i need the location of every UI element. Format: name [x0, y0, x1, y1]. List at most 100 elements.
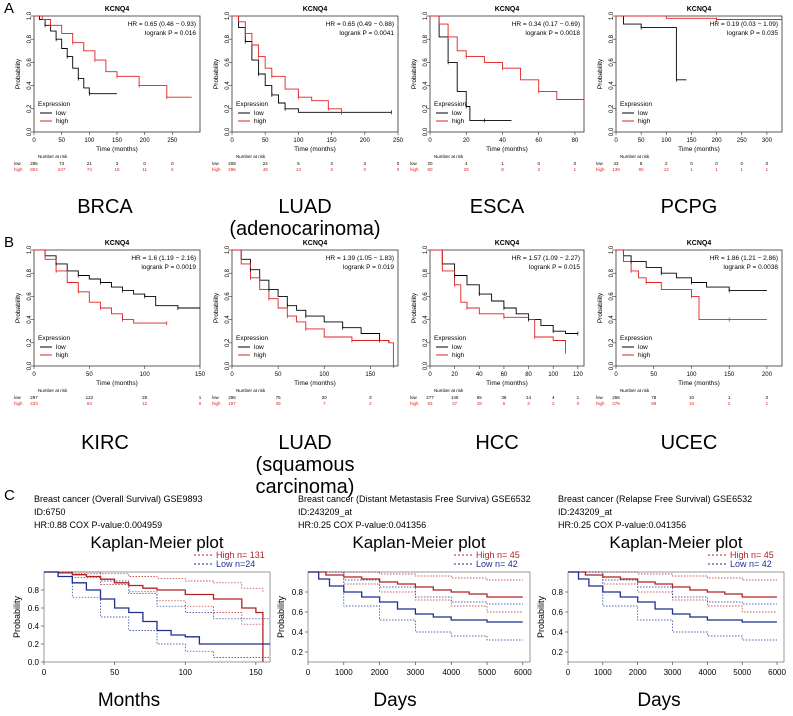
series-low-curve: [34, 15, 117, 95]
legend-title: Expression: [236, 335, 269, 342]
y-tick-label: 1.0: [609, 245, 615, 254]
risk-low-value: 75: [276, 395, 282, 400]
y-tick-label: 0.4: [27, 315, 33, 324]
y-tick-label: 0.6: [225, 292, 231, 301]
risk-row-high-label: high: [212, 401, 221, 406]
risk-high-value: 84: [87, 401, 93, 406]
gene-title: KCNQ4: [495, 240, 520, 247]
risk-table-title: Number at risk: [434, 388, 464, 393]
risk-low-value: 277: [426, 395, 434, 400]
hr-text: HR = 1.57 (1.09 − 2.27): [512, 255, 580, 262]
y-tick-label: 0.6: [225, 58, 231, 67]
y-tick-label: 0.6: [292, 608, 304, 617]
risk-low-value: 0: [397, 161, 400, 166]
risk-row-low-label: low: [212, 395, 220, 400]
legend-low-label: low: [254, 344, 264, 351]
risk-high-value: 296: [228, 167, 236, 172]
y-axis-label: Probability: [276, 595, 286, 638]
risk-low-value: 297: [30, 395, 38, 400]
y-tick-label: 0.0: [27, 127, 33, 136]
legend-low-label: low: [56, 110, 66, 117]
km-panel-luad-squamous: KCNQ4 0.0 0.2 0.4 0.6 0.8 1.0 Probability 0 50 100…: [210, 236, 406, 426]
y-tick-label: 1.0: [27, 245, 33, 254]
y-tick-label: 0.4: [552, 628, 564, 637]
probe-id: ID:243209_at: [298, 507, 353, 517]
x-tick-label: 0: [566, 668, 571, 677]
series-low-curve: [232, 249, 390, 343]
y-tick-label: 0.0: [28, 658, 40, 667]
x-axis-label: Time (months): [294, 380, 336, 387]
ci-band-low-ci-up: [44, 571, 270, 620]
risk-high-value: 2: [537, 167, 540, 172]
x-tick-label: 100: [686, 372, 697, 378]
risk-low-value: 14: [526, 395, 532, 400]
y-tick-label: 0.8: [27, 34, 33, 43]
y-tick-label: 0.6: [423, 58, 429, 67]
y-tick-label: 0.2: [423, 104, 429, 113]
x-tick-label: 150: [249, 668, 263, 677]
y-tick-label: 0.6: [609, 58, 615, 67]
legend-high-label: high: [638, 352, 651, 359]
y-axis-label: Probability: [12, 595, 22, 638]
series-low-curve: [616, 249, 767, 292]
x-tick-label: 150: [327, 138, 338, 144]
y-tick-label: 0.8: [225, 268, 231, 277]
logrank-text: logrank P = 0.0019: [141, 264, 196, 271]
plot-frame: [615, 15, 783, 133]
risk-high-value: 9: [501, 167, 504, 172]
risk-row-low-label: low: [410, 161, 418, 166]
y-tick-label: 0.6: [28, 604, 40, 613]
x-tick-label: 0: [230, 372, 234, 378]
logrank-text: logrank P = 0.015: [529, 264, 580, 271]
x-tick-label: 1000: [335, 668, 353, 677]
legend-high-label: high: [452, 352, 465, 359]
legend-title: Expression: [434, 335, 467, 342]
x-tick-label: 150: [724, 372, 735, 378]
risk-high-value: 90: [639, 167, 645, 172]
risk-low-value: 296: [228, 395, 236, 400]
km-panel-ucec: KCNQ4 0.0 0.2 0.4 0.6 0.8 1.0 Probability 0 50 100…: [594, 236, 790, 426]
y-tick-label: 0.4: [423, 81, 429, 90]
x-tick-label: 250: [167, 138, 178, 144]
risk-table-title: Number at risk: [38, 154, 68, 159]
hr-text: HR = 0.19 (0.03 − 1.09): [710, 21, 778, 28]
y-tick-label: 1.0: [423, 11, 429, 20]
x-tick-label: 0: [428, 372, 432, 378]
plot-frame: [567, 571, 785, 663]
legend-high-label: high: [254, 352, 267, 359]
risk-low-value: 43: [613, 161, 619, 166]
y-tick-label: 0.0: [225, 127, 231, 136]
series-low-curve: [34, 249, 200, 309]
risk-high-value: 2: [552, 401, 555, 406]
y-tick-label: 0.4: [27, 81, 33, 90]
risk-low-value: 1: [199, 395, 202, 400]
risk-low-value: 20: [322, 395, 328, 400]
x-axis-label: Time (months): [294, 146, 336, 153]
risk-high-value: 12: [142, 401, 148, 406]
x-tick-label: 3000: [664, 668, 682, 677]
x-tick-label: 0: [306, 668, 311, 677]
y-tick-label: 0.0: [423, 361, 429, 370]
km-panel-esca: KCNQ4 0.0 0.2 0.4 0.6 0.8 1.0 Probability 0 20 40 6…: [408, 2, 592, 192]
gene-title: KCNQ4: [687, 240, 712, 247]
series-high-curve: [34, 15, 192, 98]
cancer-label-luad-squamous: LUAD (squamous carcinoma): [255, 432, 355, 498]
hr-text: HR = 1.39 (1.05 − 1.83): [326, 255, 394, 262]
plot-frame: [429, 249, 585, 367]
y-tick-label: 0.6: [609, 292, 615, 301]
y-tick-label: 0.2: [609, 104, 615, 113]
y-tick-label: 0.4: [292, 628, 304, 637]
risk-row-low-label: low: [14, 161, 22, 166]
y-axis-label: Probability: [411, 58, 418, 89]
risk-low-value: 0: [740, 161, 743, 166]
kmplot-distant-metastasis: Breast cancer (Distant Metastasis Free S…: [276, 490, 536, 686]
y-tick-label: 0.2: [423, 338, 429, 347]
y-tick-label: 0.4: [225, 315, 231, 324]
risk-high-value: 3: [527, 401, 530, 406]
x-tick-label: 6000: [768, 668, 786, 677]
plot-frame: [231, 15, 399, 133]
xlabel-months: Months: [97, 690, 161, 711]
risk-high-value: 93: [427, 401, 433, 406]
x-tick-label: 150: [195, 372, 206, 378]
study-title: Breast cancer (Relapse Free Survival) GS…: [558, 494, 752, 504]
